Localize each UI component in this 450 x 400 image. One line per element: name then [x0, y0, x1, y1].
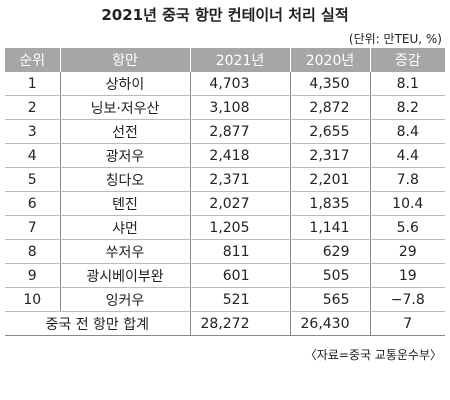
table-cell: 811: [189, 239, 290, 264]
table-cell: 5.6: [369, 215, 445, 240]
table-cell: 잉커우: [59, 287, 190, 312]
table-cell: 선전: [59, 119, 190, 144]
total-cell: 중국 전 항만 합계: [5, 311, 190, 336]
header-cell: 항만: [59, 48, 190, 72]
table-cell: 2,655: [289, 119, 370, 144]
unit-note: (단위: 만TEU, %): [348, 32, 442, 46]
table-cell: 565: [289, 287, 370, 312]
table-row: 5 칭다오 2,371 2,201 7.8: [5, 167, 445, 192]
total-row: 중국 전 항만 합계 28,272 26,430 7: [5, 311, 445, 336]
header-row: 순위 항만 2021년 2020년 증감: [5, 48, 445, 72]
source-note: 〈자료=중국 교통운수부〉: [304, 348, 442, 362]
table-cell: 8.4: [369, 119, 445, 144]
table-cell: 3: [5, 119, 60, 144]
table-cell: 521: [189, 287, 290, 312]
total-cell: 26,430: [289, 311, 370, 336]
table-cell: 닝보·저우산: [59, 95, 190, 120]
table-cell: 쑤저우: [59, 239, 190, 264]
table-row: 4 광저우 2,418 2,317 4.4: [5, 143, 445, 168]
table-cell: 2,877: [189, 119, 290, 144]
table-cell: 601: [189, 263, 290, 288]
table-cell: 2,201: [289, 167, 370, 192]
table-cell: 8.2: [369, 95, 445, 120]
table-cell: 7: [5, 215, 60, 240]
table-row: 7 샤먼 1,205 1,141 5.6: [5, 215, 445, 240]
table-cell: 6: [5, 191, 60, 216]
table-cell: 2,371: [189, 167, 290, 192]
table-row: 1 상하이 4,703 4,350 8.1: [5, 72, 445, 96]
table-cell: 광시베이부완: [59, 263, 190, 288]
table-cell: 5: [5, 167, 60, 192]
table-row: 10 잉커우 521 565 −7.8: [5, 287, 445, 312]
table-row: 2 닝보·저우산 3,108 2,872 8.2: [5, 95, 445, 120]
table-cell: 광저우: [59, 143, 190, 168]
table-cell: 1,205: [189, 215, 290, 240]
table-cell: 1,835: [289, 191, 370, 216]
table-row: 3 선전 2,877 2,655 8.4: [5, 119, 445, 144]
table-cell: 4,350: [289, 72, 370, 96]
table-cell: 19: [369, 263, 445, 288]
table-cell: 9: [5, 263, 60, 288]
table-cell: 2: [5, 95, 60, 120]
header-cell: 순위: [5, 48, 60, 72]
table-cell: −7.8: [369, 287, 445, 312]
data-table: 순위 항만 2021년 2020년 증감 1 상하이 4,703 4,350 8.1 2 닝보·저우…: [5, 48, 445, 336]
table-cell: 4,703: [189, 72, 290, 96]
total-cell: 28,272: [189, 311, 290, 336]
table-cell: 629: [289, 239, 370, 264]
table-cell: 칭다오: [59, 167, 190, 192]
table-cell: 2,872: [289, 95, 370, 120]
table-cell: 8.1: [369, 72, 445, 96]
table-row: 8 쑤저우 811 629 29: [5, 239, 445, 264]
header-cell: 2021년: [189, 48, 290, 72]
table-cell: 7.8: [369, 167, 445, 192]
table-row: 9 광시베이부완 601 505 19: [5, 263, 445, 288]
table-cell: 2,418: [189, 143, 290, 168]
header-cell: 2020년: [289, 48, 370, 72]
table-cell: 1: [5, 72, 60, 96]
table-cell: 3,108: [189, 95, 290, 120]
header-cell: 증감: [369, 48, 445, 72]
table-cell: 8: [5, 239, 60, 264]
table-cell: 505: [289, 263, 370, 288]
table-cell: 샤먼: [59, 215, 190, 240]
table-cell: 상하이: [59, 72, 190, 96]
table-cell: 10.4: [369, 191, 445, 216]
total-cell: 7: [369, 311, 445, 336]
table-cell: 4: [5, 143, 60, 168]
table-body: 1 상하이 4,703 4,350 8.1 2 닝보·저우산 3,108 2,872 8.2 3 선전…: [5, 72, 445, 336]
table-cell: 4.4: [369, 143, 445, 168]
table-cell: 2,317: [289, 143, 370, 168]
table-cell: 10: [5, 287, 60, 312]
title: 2021년 중국 항만 컨테이너 처리 실적: [101, 6, 349, 24]
table-cell: 29: [369, 239, 445, 264]
table-cell: 1,141: [289, 215, 370, 240]
table-cell: 2,027: [189, 191, 290, 216]
table-cell: 톈진: [59, 191, 190, 216]
table-row: 6 톈진 2,027 1,835 10.4: [5, 191, 445, 216]
